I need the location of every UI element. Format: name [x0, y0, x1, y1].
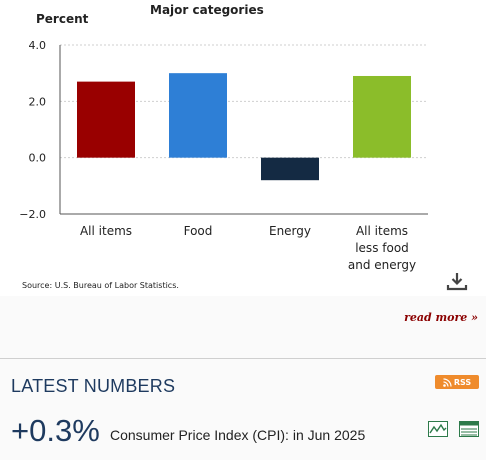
- read-more-link[interactable]: read more »: [404, 311, 478, 324]
- x-tick-label: All items: [356, 224, 408, 238]
- y-tick-label: −2.0: [19, 208, 46, 221]
- bar: [261, 157, 319, 181]
- rss-label: RSS: [453, 377, 472, 387]
- chart-panel: 4.0 2.0 0.0 −2.0 All items Food Energy All item…: [19, 3, 468, 292]
- source-note: Source: U.S. Bureau of Labor Statistics.: [22, 281, 179, 290]
- x-tick-label: and energy: [348, 258, 416, 272]
- bar-chart: 4.0 2.0 0.0 −2.0 All items Food Energy All item…: [19, 39, 428, 272]
- rss-button[interactable]: RSS: [435, 375, 479, 389]
- y-tick-label: 2.0: [29, 95, 47, 108]
- x-tick-label: Food: [184, 224, 213, 238]
- line-chart-icon[interactable]: [428, 421, 448, 437]
- y-axis-label: Percent: [36, 12, 89, 26]
- divider: [0, 358, 486, 359]
- download-icon[interactable]: [446, 270, 468, 292]
- table-icon[interactable]: [459, 421, 479, 437]
- bar: [353, 75, 411, 158]
- x-tick-label: All items: [80, 224, 132, 238]
- x-tick-label: less food: [355, 241, 409, 255]
- y-tick-label: 0.0: [29, 152, 47, 165]
- latest-numbers-heading: LATEST NUMBERS: [11, 376, 176, 396]
- x-tick-label: Energy: [269, 224, 311, 238]
- rss-icon: [443, 377, 452, 387]
- bar: [169, 73, 227, 158]
- y-tick-label: 4.0: [29, 39, 47, 52]
- latest-value: +0.3%: [11, 413, 100, 448]
- bar: [77, 81, 135, 158]
- latest-label: Consumer Price Index (CPI): in Jun 2025: [110, 427, 366, 443]
- chart-title: Major categories: [150, 3, 264, 17]
